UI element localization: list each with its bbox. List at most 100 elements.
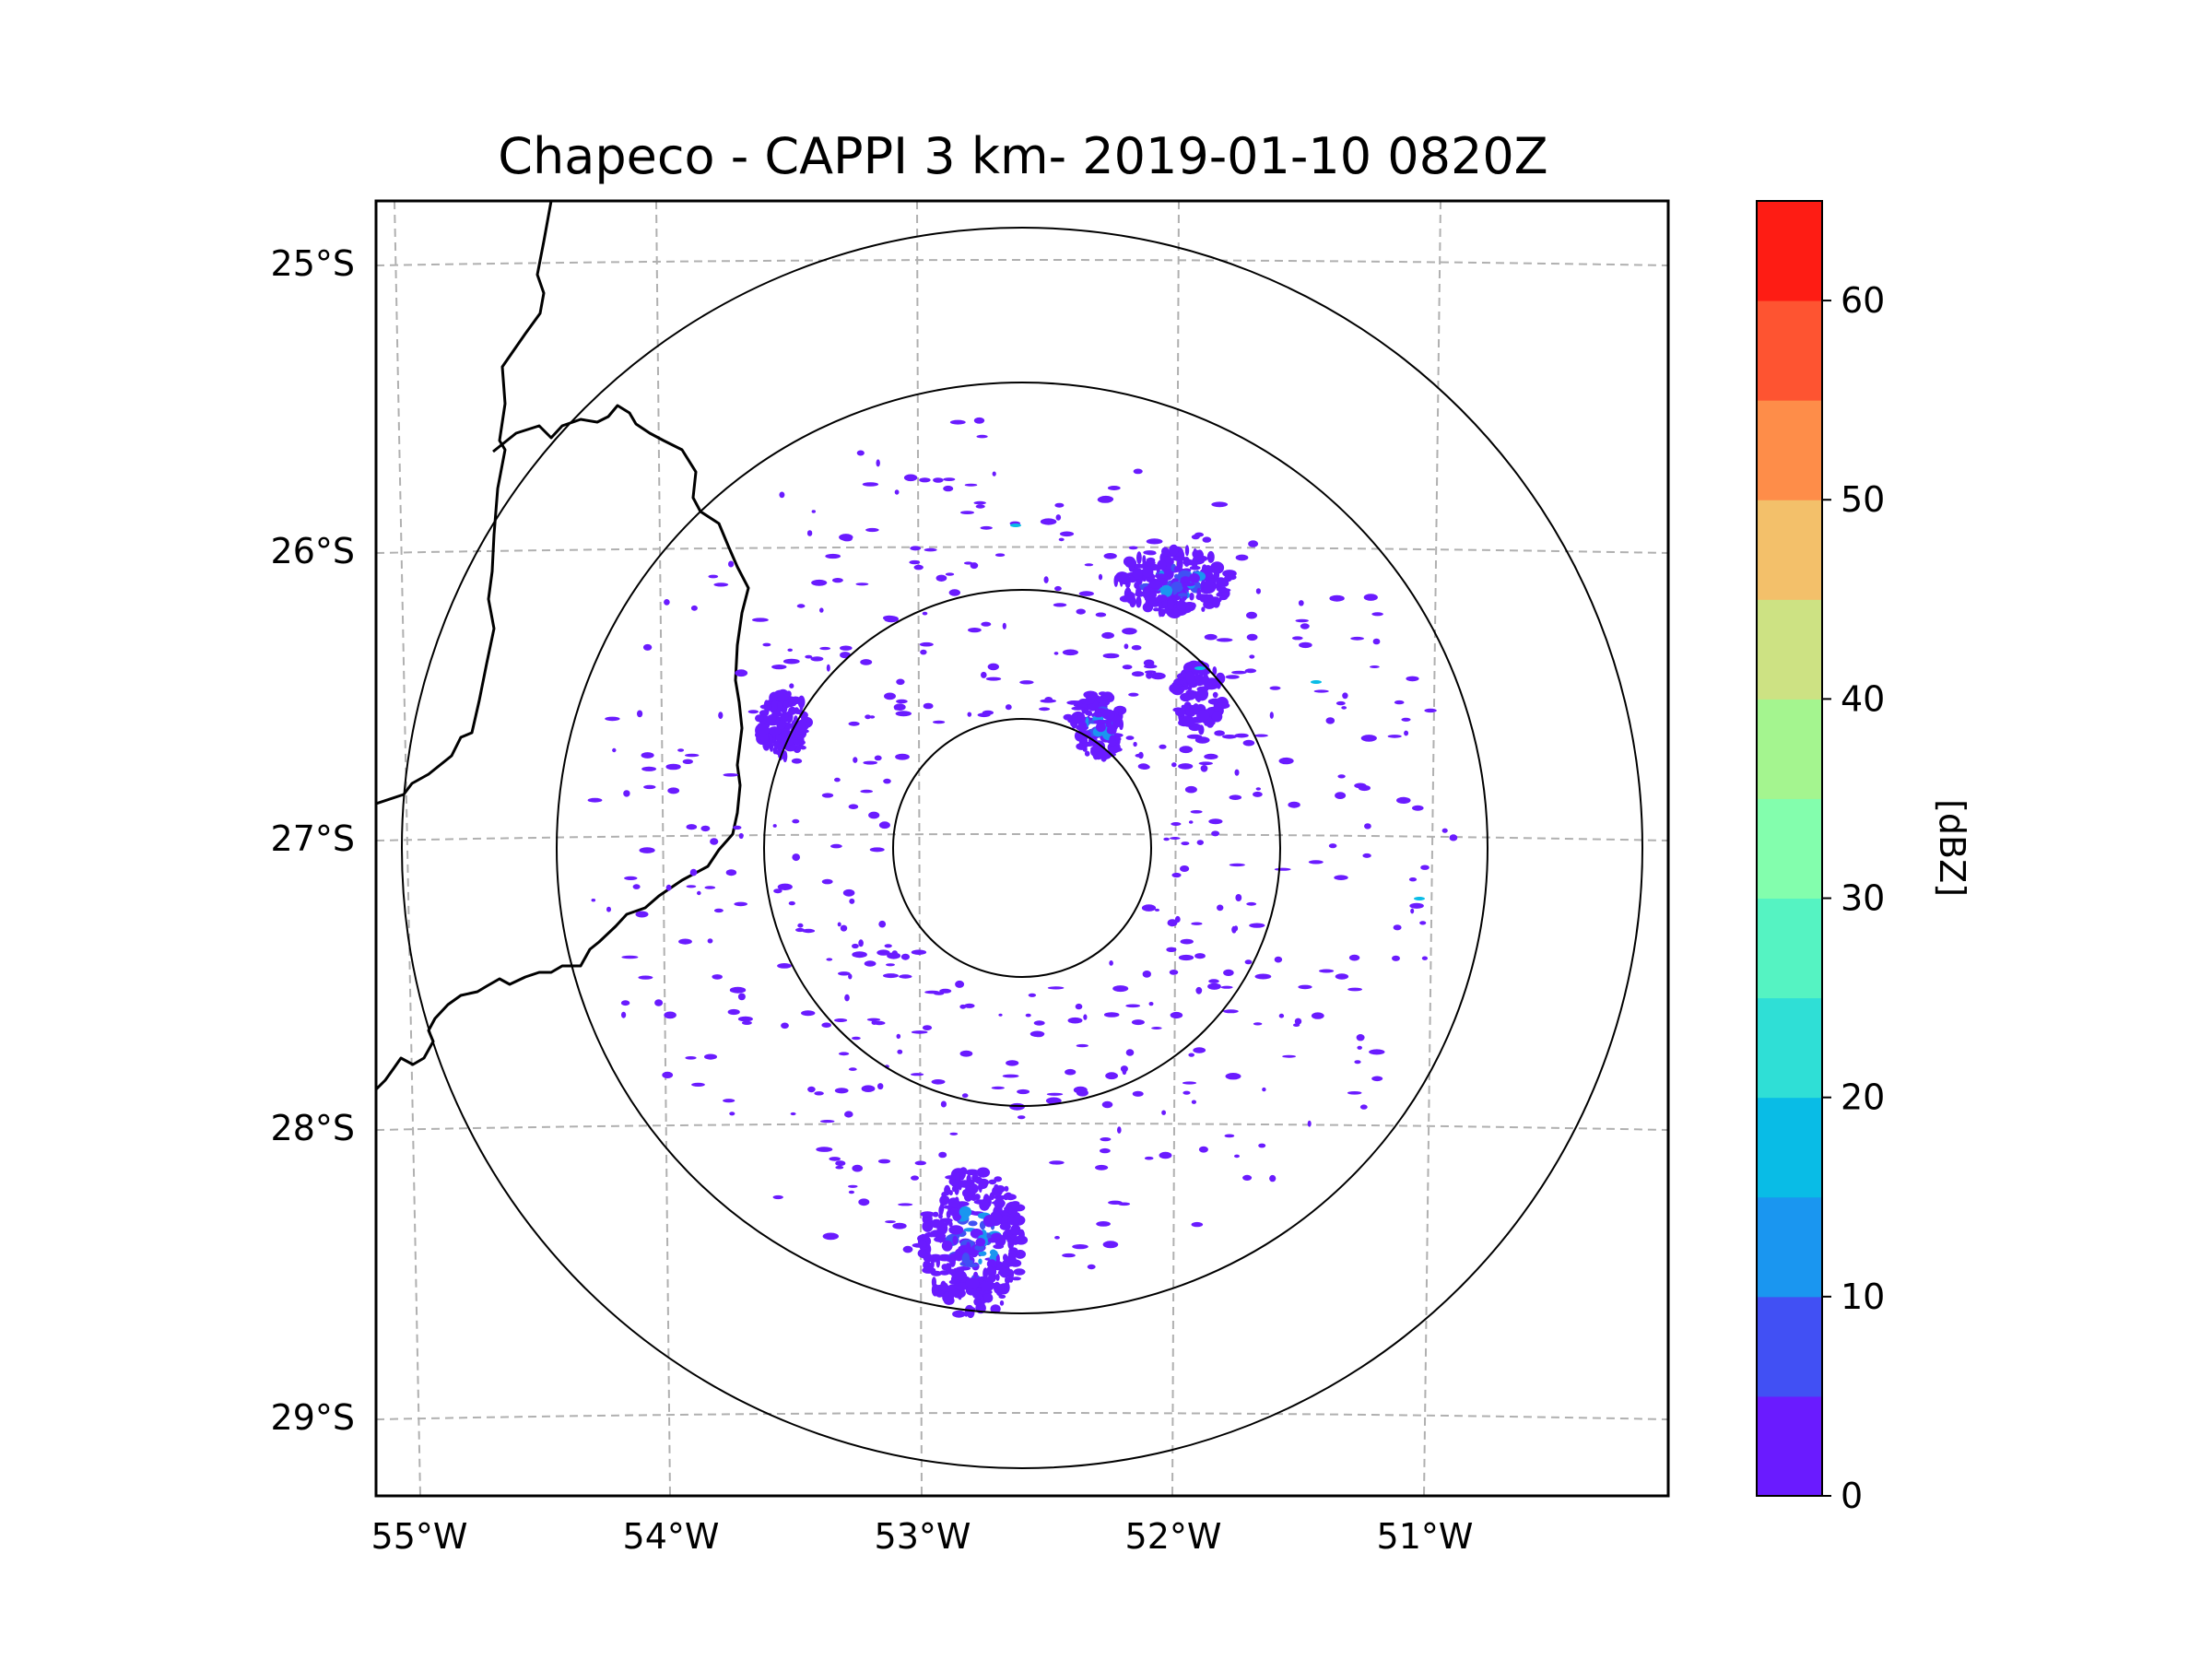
echo-cell-pixel [1098, 691, 1107, 696]
echo-bright-speck [1311, 680, 1322, 684]
echo-bright-speck [1010, 524, 1021, 527]
echo-cell-pixel [995, 1283, 1002, 1290]
echo-speck [1005, 704, 1012, 711]
echo-cell-pixel [1158, 594, 1168, 602]
graticule [376, 201, 1668, 1496]
echo-speck [911, 1073, 924, 1077]
echo-speck [1291, 636, 1303, 641]
echo-cell-pixel [1216, 702, 1230, 710]
echo-speck [1133, 741, 1137, 747]
echo-speck [1144, 1156, 1154, 1160]
echo-cell-pixel [1199, 551, 1204, 559]
echo-cell-pixel [982, 1277, 995, 1282]
echo-speck [964, 1003, 975, 1008]
echo-cell-pixel [777, 720, 786, 730]
echo-cell-pixel [1135, 591, 1145, 597]
echo-speck [1356, 1034, 1365, 1041]
echo-speck [1178, 954, 1194, 961]
echo-speck [1193, 1047, 1206, 1053]
echo-cell-pixel [1017, 1235, 1024, 1241]
echo-speck [848, 1190, 855, 1194]
echo-speck [1253, 734, 1268, 737]
echo-speck [1298, 600, 1304, 606]
echo-speck [837, 922, 841, 927]
echo-speck [1191, 534, 1200, 540]
echo-cell-pixel [1153, 607, 1159, 612]
echo-cell-pixel [1004, 1194, 1017, 1201]
colorbar-tick-label-30: 30 [1841, 878, 1885, 919]
gridline-lon-52 [1171, 201, 1180, 1496]
echo-speck [1229, 863, 1245, 867]
echo-speck [1103, 553, 1117, 559]
echo-speck [1358, 784, 1371, 792]
echo-speck [718, 712, 724, 719]
echo-speck [621, 1011, 627, 1018]
echo-cell-pixel [1084, 750, 1090, 757]
echo-cell-pixel [1142, 566, 1154, 578]
echo-speck [1347, 987, 1362, 992]
echo-speck [967, 712, 972, 717]
echo-speck [933, 720, 946, 724]
echo-cell-pixel [1132, 568, 1144, 580]
echo-speck [782, 658, 800, 665]
echo-speck [1224, 1134, 1235, 1138]
colorbar-band-40 [1757, 599, 1822, 700]
echo-speck [931, 1079, 946, 1085]
echo-speck [1249, 923, 1265, 928]
echo-speck [1133, 468, 1143, 475]
echo-cell-pixel [1217, 597, 1222, 603]
echo-speck [899, 974, 912, 979]
echo-speck [897, 1049, 903, 1054]
echo-cell-pixel [978, 1258, 982, 1265]
echo-speck [834, 1088, 849, 1094]
echo-speck [1294, 1018, 1302, 1025]
echo-speck [909, 559, 921, 565]
echo-cell-pixel [947, 1197, 960, 1208]
echo-speck [848, 973, 853, 980]
echo-speck [1225, 1073, 1241, 1080]
echo-speck [1055, 514, 1062, 521]
echo-speck [960, 511, 974, 514]
echo-speck [869, 715, 876, 719]
echo-cell-pixel [1007, 1238, 1015, 1250]
echo-cell-pixel [1214, 705, 1218, 712]
colorbar-band-45 [1757, 500, 1822, 600]
echo-speck [1103, 1012, 1120, 1018]
reflectivity-echoes [587, 417, 1458, 1319]
echo-speck [795, 927, 805, 933]
gridline-lon-53 [916, 201, 923, 1496]
echo-speck [1095, 612, 1107, 618]
echo-speck [913, 564, 924, 571]
echo-cell-pixel [1169, 544, 1179, 557]
echo-speck [637, 710, 643, 718]
echo-cell-pixel [954, 1282, 970, 1291]
echo-cell-pixel [965, 1263, 979, 1267]
echo-cell-pixel [1006, 1253, 1017, 1267]
echo-speck [1255, 588, 1261, 594]
echo-speck [1234, 769, 1240, 776]
echo-cell-pixel [935, 1284, 939, 1294]
echo-speck [878, 920, 887, 928]
lon-label-53: 53°W [875, 1516, 971, 1557]
echo-speck [821, 878, 833, 885]
echo-cell-pixel [993, 1243, 1005, 1250]
echo-speck [896, 1033, 901, 1040]
echo-speck [729, 986, 747, 994]
echo-speck [1211, 830, 1220, 837]
echo-cell-pixel [941, 1264, 948, 1271]
echo-cell-pixel [1097, 749, 1112, 760]
echo-speck [922, 1025, 933, 1030]
echo-cell-pixel [955, 1253, 960, 1258]
echo-cell-pixel [1004, 1281, 1010, 1293]
echo-speck [877, 949, 890, 956]
echo-speck [700, 825, 711, 832]
echo-speck [1098, 573, 1103, 581]
echo-cell-pixel [1212, 666, 1218, 676]
echo-speck [1131, 1019, 1145, 1026]
echo-speck [1337, 774, 1346, 779]
echo-cell-pixel [973, 1298, 982, 1306]
echo-speck [1190, 810, 1203, 814]
echo-speck [1101, 1100, 1113, 1109]
echo-speck [1019, 680, 1034, 685]
echo-speck [949, 419, 966, 425]
